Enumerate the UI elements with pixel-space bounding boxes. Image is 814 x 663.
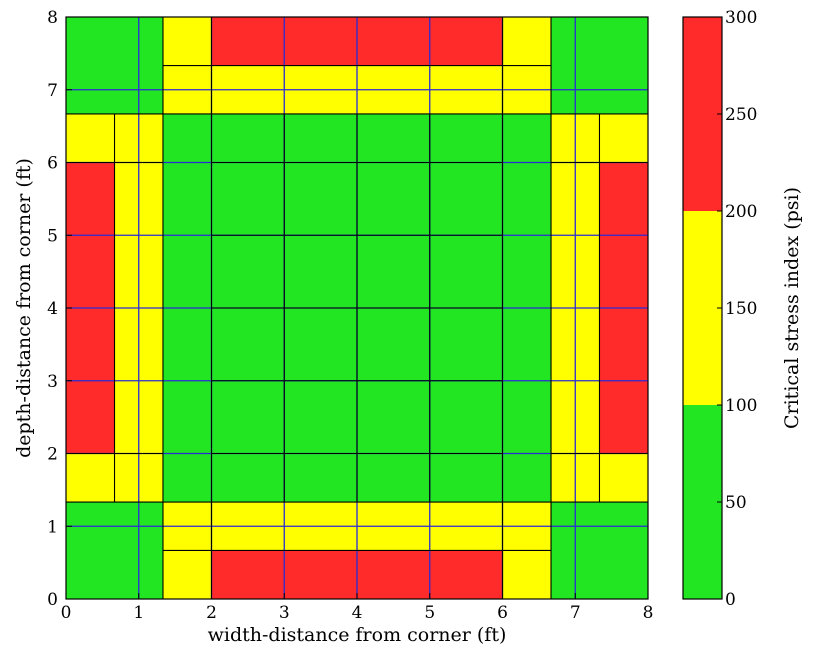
y-tick-label: 7 [47, 81, 58, 101]
y-tick-label: 8 [47, 8, 58, 28]
x-tick-label: 6 [497, 603, 508, 623]
colorbar [683, 17, 722, 599]
colorbar-band-red [683, 17, 722, 211]
colorbar-tick-label: 100 [725, 396, 757, 416]
colorbar-tick-label: 150 [725, 299, 757, 319]
cell-borders [66, 17, 648, 599]
colorbar-ticks: 0 50 100 150 200 250 300 [717, 8, 757, 610]
x-tick-label: 7 [570, 603, 581, 623]
colorbar-tick-label: 50 [725, 493, 747, 513]
x-tick-label: 0 [61, 603, 72, 623]
x-tick-label: 8 [643, 603, 654, 623]
colorbar-band-yellow [683, 211, 722, 405]
y-tick-label: 0 [47, 590, 58, 610]
x-tick-label: 4 [352, 603, 363, 623]
colorbar-label: Critical stress index (psi) [781, 187, 803, 429]
colorbar-band-green [683, 405, 722, 599]
colorbar-tick-label: 200 [725, 202, 757, 222]
x-tick-label: 2 [206, 603, 217, 623]
x-tick-label: 5 [424, 603, 435, 623]
y-axis-label: depth-distance from corner (ft) [13, 158, 35, 458]
y-tick-label: 4 [47, 299, 58, 319]
y-tick-label: 6 [47, 154, 58, 174]
y-tick-label: 1 [47, 517, 58, 537]
y-tick-label: 5 [47, 226, 58, 246]
x-tick-label: 3 [279, 603, 290, 623]
x-tick-label: 1 [133, 603, 144, 623]
colorbar-tick-label: 300 [725, 8, 757, 28]
colorbar-tick-label: 0 [725, 590, 736, 610]
y-tick-label: 2 [47, 445, 58, 465]
y-tick-label: 3 [47, 372, 58, 392]
y-axis-ticks: 0 1 2 3 4 5 6 7 8 [47, 8, 72, 610]
x-axis-label: width-distance from corner (ft) [208, 624, 507, 646]
x-axis-ticks: 0 1 2 3 4 5 6 7 8 [61, 593, 654, 623]
colorbar-tick-label: 250 [725, 105, 757, 125]
